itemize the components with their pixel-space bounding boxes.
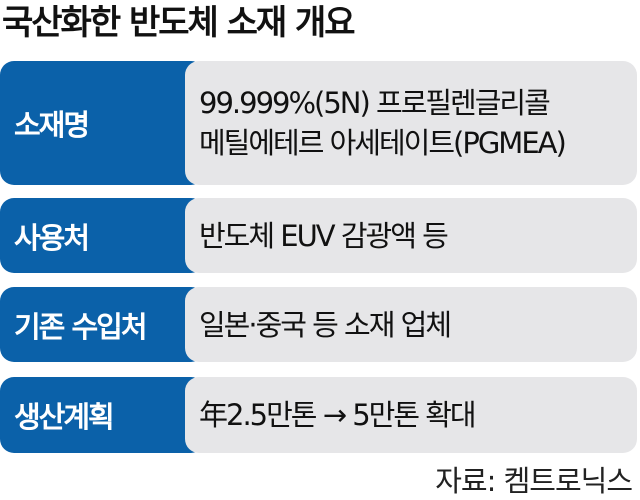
- row-value: 반도체 EUV 감광액 등: [185, 198, 637, 273]
- row-value: 99.999%(5N) 프로필렌글리콜 메틸에테르 아세테이트(PGMEA): [185, 61, 637, 185]
- row-label: 생산계획: [0, 377, 205, 453]
- table-row-material: 소재명 99.999%(5N) 프로필렌글리콜 메틸에테르 아세테이트(PGME…: [0, 61, 637, 185]
- value-line: 일본·중국 등 소재 업체: [199, 307, 452, 342]
- row-label: 기존 수입처: [0, 287, 205, 362]
- value-line: 年2.5만톤 → 5만톤 확대: [199, 398, 477, 432]
- row-value: 年2.5만톤 → 5만톤 확대: [185, 377, 637, 453]
- row-value: 일본·중국 등 소재 업체: [185, 287, 637, 362]
- source-note: 자료: 켐트로닉스: [435, 464, 633, 498]
- value-line: 메틸에테르 아세테이트(PGMEA): [199, 126, 567, 160]
- table-row-usage: 사용처 반도체 EUV 감광액 등: [0, 198, 637, 273]
- row-label: 사용처: [0, 198, 205, 273]
- value-line: 99.999%(5N) 프로필렌글리콜: [199, 86, 551, 120]
- page-title: 국산화한 반도체 소재 개요: [2, 3, 356, 43]
- value-line: 반도체 EUV 감광액 등: [199, 218, 449, 253]
- table-row-suppliers: 기존 수입처 일본·중국 등 소재 업체: [0, 287, 637, 362]
- row-label: 소재명: [0, 61, 205, 185]
- table-row-production-plan: 생산계획 年2.5만톤 → 5만톤 확대: [0, 377, 637, 453]
